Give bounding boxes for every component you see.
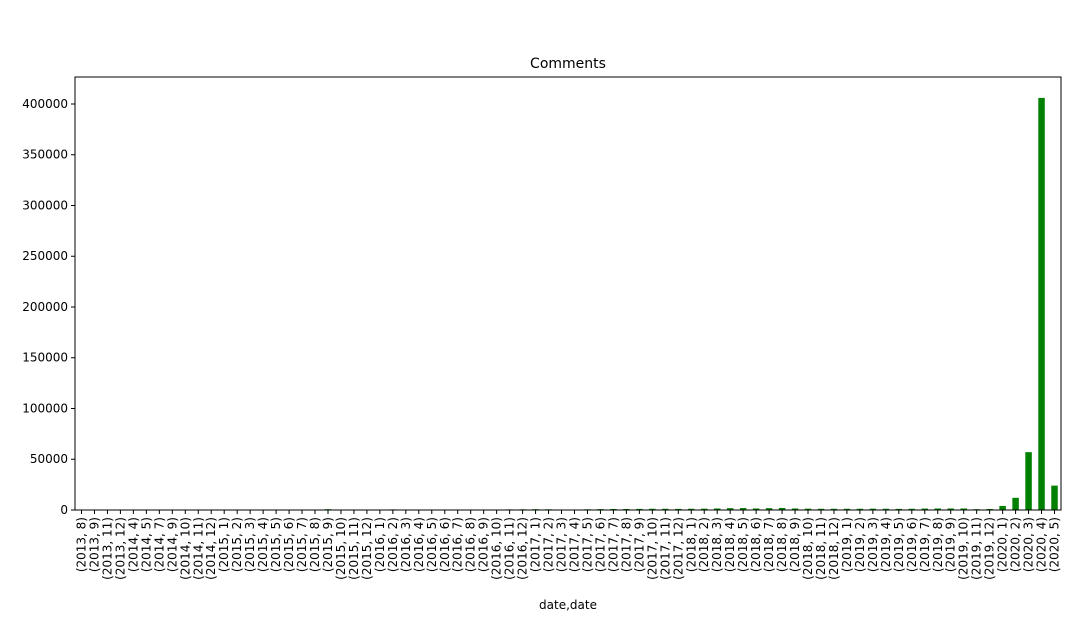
- y-tick-label: 250000: [22, 249, 68, 263]
- y-tick-label: 300000: [22, 198, 68, 212]
- x-tick-label: (2020, 4): [1035, 517, 1049, 572]
- bar: [1038, 98, 1044, 510]
- x-tick-label: (2017, 7): [606, 517, 620, 572]
- x-tick-label: (2015, 7): [295, 517, 309, 572]
- x-tick-label: (2015, 4): [256, 517, 270, 572]
- x-tick-label: (2014, 9): [165, 517, 179, 572]
- x-tick-label: (2016, 3): [399, 517, 413, 572]
- x-tick-label: (2016, 8): [464, 517, 478, 572]
- x-tick-label: (2016, 12): [516, 517, 530, 580]
- x-tick-label: (2017, 4): [567, 517, 581, 572]
- x-tick-label: (2013, 8): [74, 517, 88, 572]
- x-tick-label: (2016, 7): [451, 517, 465, 572]
- x-tick-label: (2018, 12): [827, 517, 841, 580]
- x-tick-label: (2017, 10): [645, 517, 659, 580]
- y-tick-label: 200000: [22, 300, 68, 314]
- x-tick-label: (2018, 9): [788, 517, 802, 572]
- x-tick-label: (2020, 1): [996, 517, 1010, 572]
- x-tick-label: (2019, 9): [944, 517, 958, 572]
- x-tick-label: (2019, 10): [957, 517, 971, 580]
- x-tick-label: (2015, 1): [217, 517, 231, 572]
- x-tick-label: (2014, 12): [204, 517, 218, 580]
- x-tick-label: (2013, 12): [113, 517, 127, 580]
- x-tick-label: (2019, 2): [853, 517, 867, 572]
- bar: [1025, 452, 1031, 510]
- x-tick-label: (2020, 2): [1009, 517, 1023, 572]
- x-tick-label: (2017, 1): [529, 517, 543, 572]
- y-tick-label: 350000: [22, 148, 68, 162]
- x-tick-label: (2020, 5): [1048, 517, 1062, 572]
- x-tick-label: (2015, 11): [347, 517, 361, 580]
- x-tick-label: (2019, 7): [918, 517, 932, 572]
- x-tick-label: (2019, 12): [983, 517, 997, 580]
- x-tick-label: (2018, 3): [710, 517, 724, 572]
- x-tick-label: (2018, 4): [723, 517, 737, 572]
- x-tick-label: (2018, 5): [736, 517, 750, 572]
- x-tick-label: (2015, 8): [308, 517, 322, 572]
- chart-title: Comments: [530, 56, 606, 72]
- x-tick-label: (2015, 3): [243, 517, 257, 572]
- x-tick-label: (2017, 12): [671, 517, 685, 580]
- x-tick-label: (2013, 9): [87, 517, 101, 572]
- x-tick-label: (2015, 10): [334, 517, 348, 580]
- x-tick-label: (2018, 10): [801, 517, 815, 580]
- x-tick-label: (2016, 6): [438, 517, 452, 572]
- x-tick-label: (2019, 11): [970, 517, 984, 580]
- x-tick-label: (2016, 5): [425, 517, 439, 572]
- x-tick-label: (2019, 8): [931, 517, 945, 572]
- x-tick-label: (2015, 6): [282, 517, 296, 572]
- x-tick-label: (2018, 11): [814, 517, 828, 580]
- x-tick-label: (2019, 5): [892, 517, 906, 572]
- x-tick-label: (2017, 2): [542, 517, 556, 572]
- x-tick-label: (2018, 8): [775, 517, 789, 572]
- plot-frame: [75, 77, 1061, 510]
- x-tick-label: (2014, 10): [178, 517, 192, 580]
- x-tick-label: (2019, 6): [905, 517, 919, 572]
- x-tick-label: (2017, 8): [619, 517, 633, 572]
- x-tick-label: (2016, 4): [412, 517, 426, 572]
- x-tick-label: (2015, 5): [269, 517, 283, 572]
- x-tick-label: (2014, 4): [126, 517, 140, 572]
- x-axis-label: date,date: [539, 598, 597, 612]
- x-tick-label: (2018, 2): [697, 517, 711, 572]
- bar: [1051, 486, 1057, 510]
- x-tick-label: (2015, 9): [321, 517, 335, 572]
- x-tick-label: (2017, 9): [632, 517, 646, 572]
- y-tick-label: 150000: [22, 351, 68, 365]
- bar: [999, 506, 1005, 510]
- x-tick-label: (2016, 9): [477, 517, 491, 572]
- x-tick-label: (2015, 2): [230, 517, 244, 572]
- x-tick-label: (2018, 7): [762, 517, 776, 572]
- x-tick-label: (2019, 4): [879, 517, 893, 572]
- x-tick-label: (2013, 11): [100, 517, 114, 580]
- x-tick-label: (2020, 3): [1022, 517, 1036, 572]
- x-tick-label: (2014, 7): [152, 517, 166, 572]
- x-tick-label: (2018, 1): [684, 517, 698, 572]
- x-tick-label: (2016, 10): [490, 517, 504, 580]
- x-tick-label: (2016, 1): [373, 517, 387, 572]
- y-tick-label: 400000: [22, 97, 68, 111]
- x-tick-label: (2017, 11): [658, 517, 672, 580]
- x-tick-label: (2014, 5): [139, 517, 153, 572]
- x-tick-label: (2014, 11): [191, 517, 205, 580]
- y-tick-label: 100000: [22, 401, 68, 415]
- y-tick-label: 50000: [30, 452, 68, 466]
- x-tick-label: (2017, 3): [555, 517, 569, 572]
- x-tick-label: (2019, 1): [840, 517, 854, 572]
- x-tick-label: (2016, 2): [386, 517, 400, 572]
- x-tick-label: (2015, 12): [360, 517, 374, 580]
- x-tick-label: (2017, 5): [580, 517, 594, 572]
- x-tick-label: (2018, 6): [749, 517, 763, 572]
- x-tick-label: (2016, 11): [503, 517, 517, 580]
- y-tick-label: 0: [60, 503, 68, 517]
- x-tick-label: (2017, 6): [593, 517, 607, 572]
- x-tick-label: (2019, 3): [866, 517, 880, 572]
- bar: [1012, 498, 1018, 510]
